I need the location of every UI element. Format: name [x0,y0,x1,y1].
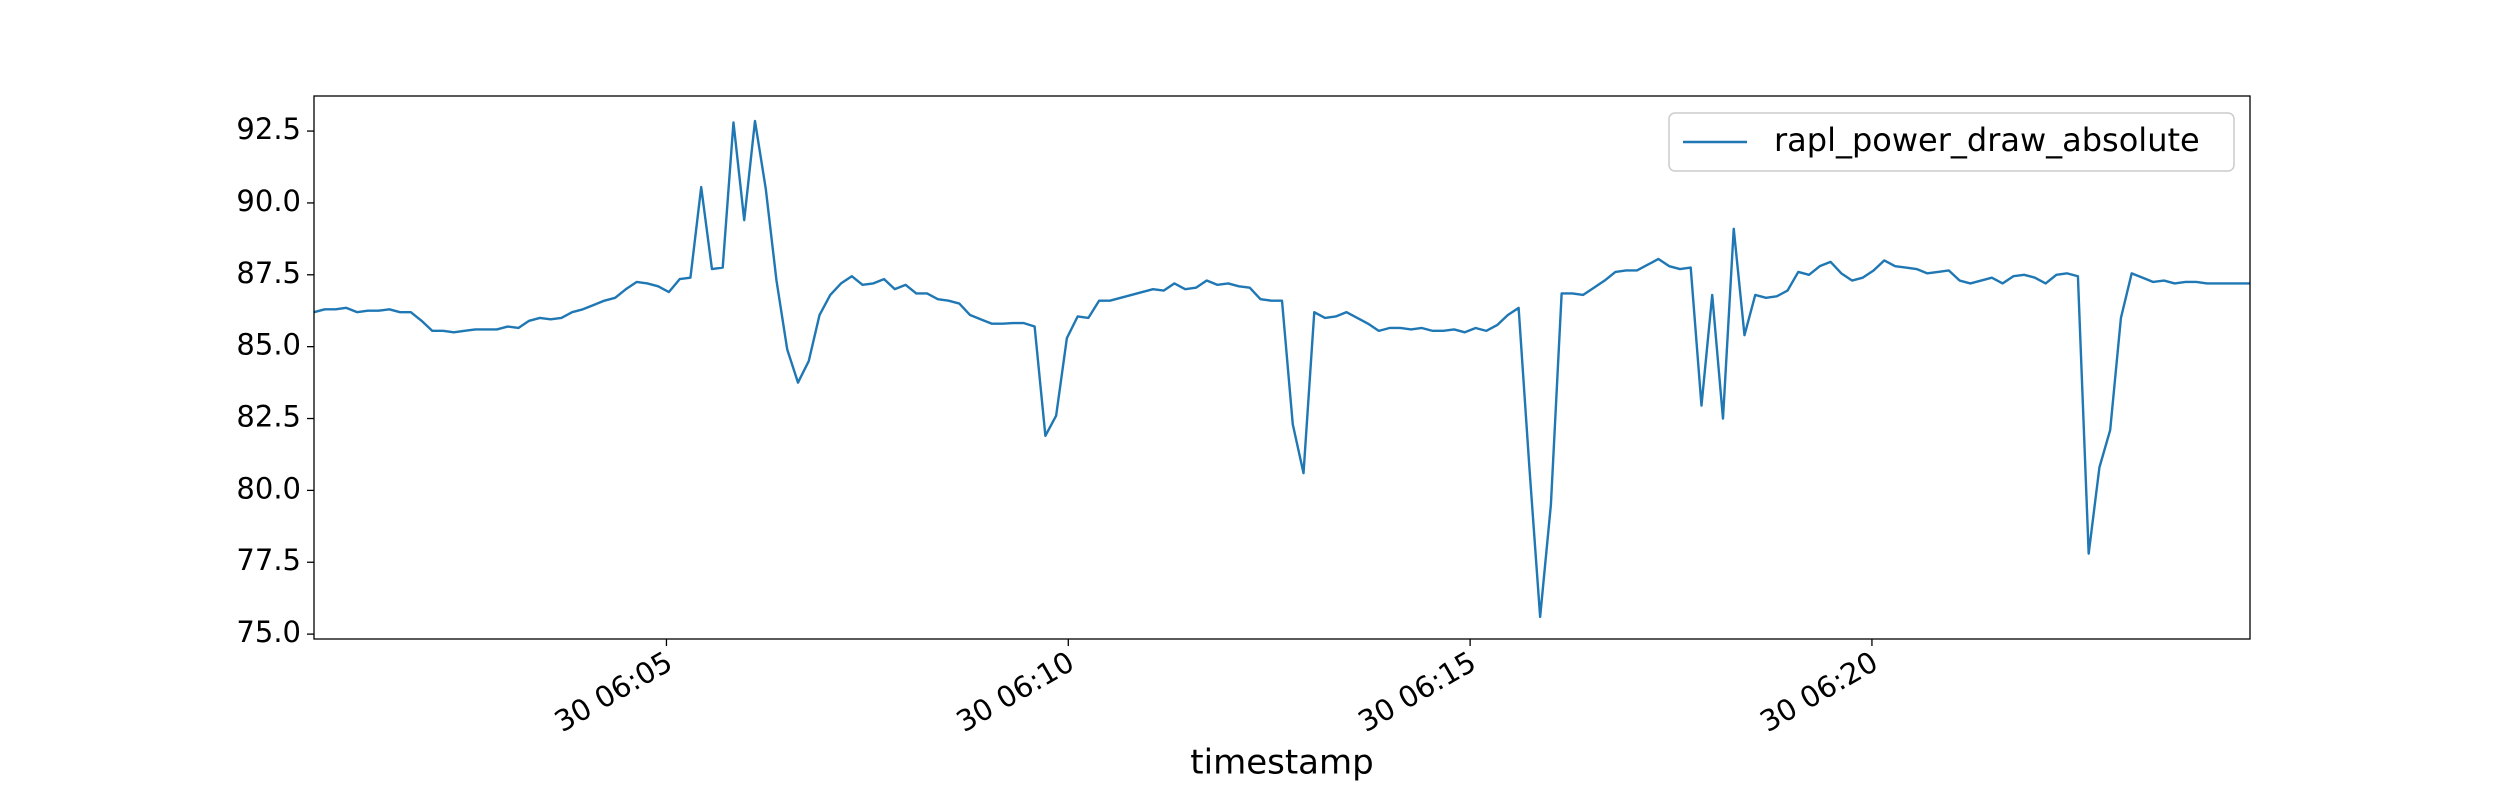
y-tick-label: 92.5 [236,112,301,146]
legend-label: rapl_power_draw_absolute [1774,121,2200,159]
legend-box [1668,112,2235,172]
y-tick-label: 80.0 [236,471,301,505]
x-axis-label: timestamp [1190,743,1373,783]
y-tick-label: 77.5 [236,543,301,577]
y-tick-label: 82.5 [236,400,301,434]
y-tick-label: 75.0 [236,615,301,649]
plot-frame [313,95,2251,640]
y-tick-label: 87.5 [236,256,301,290]
y-tick-label: 90.0 [236,184,301,218]
series-line [313,119,2250,619]
y-tick-label: 85.0 [236,328,301,362]
